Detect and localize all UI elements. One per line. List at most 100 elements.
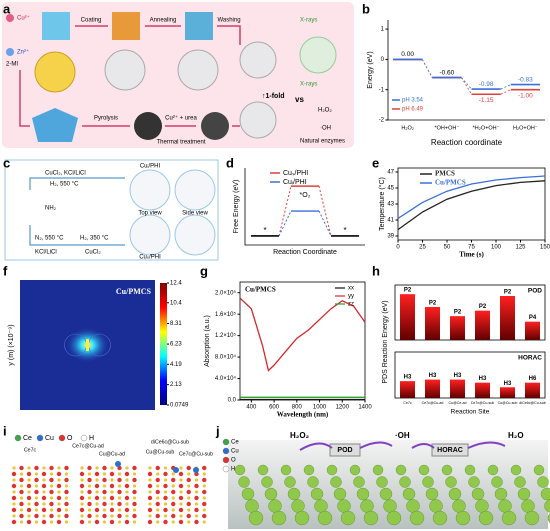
atom [87,465,92,471]
label: X-rays [300,82,317,88]
x-tick-label: Cu@Cu-sub [498,401,518,405]
atom [102,477,107,483]
atom [49,465,54,471]
site-label: Cu@Cu-sub [146,449,175,455]
atom [186,489,191,495]
atom [178,519,184,525]
panel-c: CuCl₂, KCl/LiCl H₂, 550 °C N₂, 550 °C KC… [3,155,219,261]
atom [64,489,69,495]
legend-marker [58,434,66,442]
atom [317,510,333,526]
atom [11,519,17,525]
annotation: * [263,226,266,235]
atom [117,508,122,512]
x-tick-label: 800 [292,405,303,411]
connector [318,210,332,237]
atom [110,466,114,470]
atom [268,499,282,513]
atom [110,502,114,506]
atom [94,483,100,489]
structure [174,169,216,211]
atom [64,472,69,476]
legend-label: H [231,467,235,473]
atom [109,495,115,501]
atom [125,502,129,506]
structure [104,49,146,91]
atom [132,484,137,488]
atom [537,476,549,488]
atom [117,501,122,507]
atom [95,466,99,470]
legend-label: O [231,458,236,464]
x-tick-label: Ce7c [403,401,412,405]
atom [287,487,301,501]
atom [19,489,24,495]
y-tick-label: -1 [379,87,385,93]
atom [171,501,176,507]
legend-label: pH 6.49 [402,107,424,113]
atom [186,513,191,519]
atom [155,465,160,471]
cube [185,12,213,40]
atom [363,510,379,526]
bar-label: P2 [504,290,512,296]
atom [94,507,100,513]
atom [261,476,273,488]
atom [49,520,54,524]
atom [132,465,137,471]
atom [432,510,448,526]
atom [49,472,54,476]
atom [56,495,62,501]
atom [56,483,62,489]
label: KCl/LiCl [35,250,57,256]
atom [194,483,199,489]
atom [517,487,531,501]
atom [117,477,122,483]
atom [11,471,17,477]
x-tick-label: 1000 [313,405,327,411]
atom [87,496,92,500]
atom [202,520,206,524]
annotation: *O₂ [300,192,311,199]
connector [500,84,511,90]
atom [163,507,168,513]
label: Cuᵢ/PHI [140,164,161,170]
axis [387,20,545,121]
bar-label: H6 [529,376,537,382]
atom [132,489,137,495]
atom [12,502,16,506]
value-label: 0.00 [401,51,414,58]
x-tick-label: *OH+OH⁻ [434,125,459,131]
atom [87,484,92,488]
atom [64,484,69,488]
label: ·OH [320,126,331,132]
atom [148,490,152,494]
legend-label: yy [348,294,354,300]
atom [124,495,130,501]
bar [525,321,540,340]
atom [478,510,494,526]
atom [26,471,32,477]
atom [26,483,32,489]
atom [19,484,24,488]
atom [179,490,183,494]
atom [248,510,264,526]
atom [49,508,54,512]
atom [514,476,526,488]
connector [461,77,472,95]
atom [34,489,39,495]
y-axis-label: Temperature (°C) [378,177,386,231]
atom [87,477,92,483]
panel-a: Cu²⁺ Zn²⁺ 2-MI Coating Annealing Washing… [2,1,354,148]
atom [42,466,46,470]
atom [125,466,129,470]
atom [109,507,115,513]
atom [186,477,191,483]
atom [333,487,347,501]
structure [129,214,171,256]
atom [80,502,84,506]
y-tick-label: 43 [387,202,394,208]
atom [124,471,130,477]
atom [245,499,259,513]
